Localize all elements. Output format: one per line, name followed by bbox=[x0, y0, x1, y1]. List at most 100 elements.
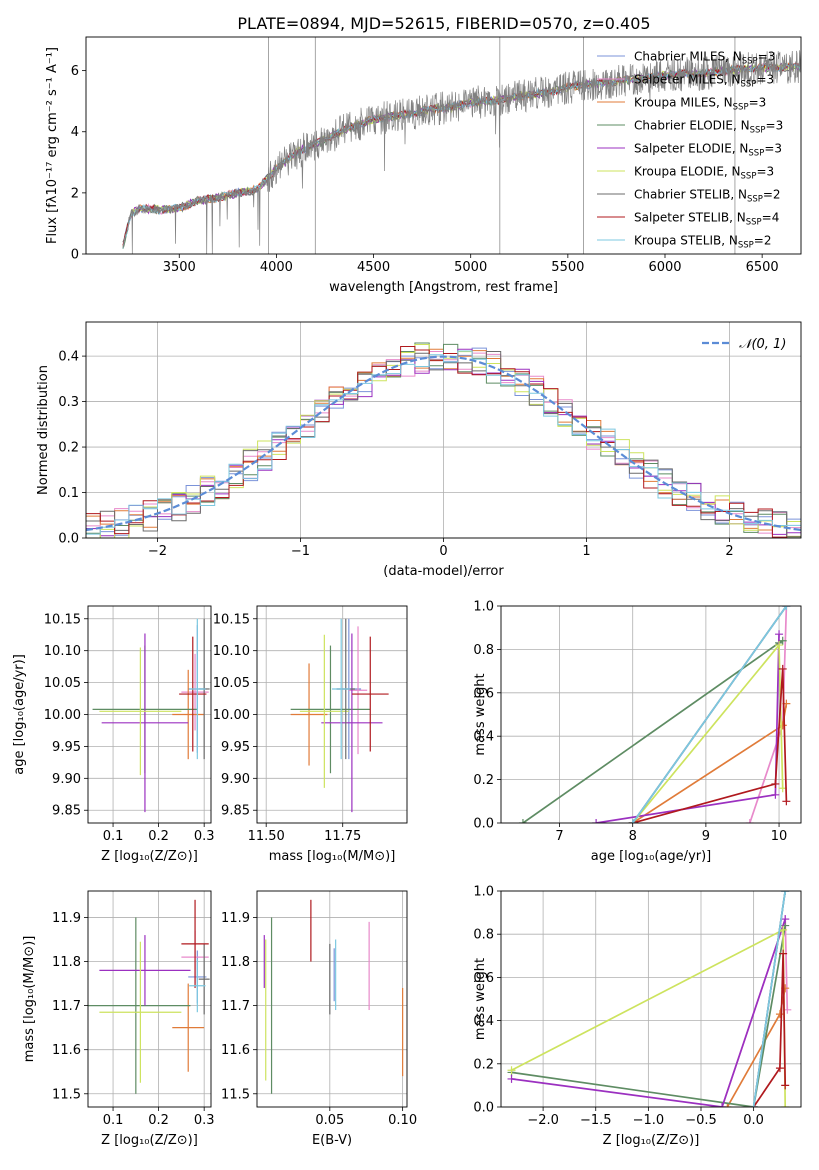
spectrum-data-line bbox=[122, 50, 801, 254]
x-tick-label: 3500 bbox=[163, 260, 196, 275]
y-tick-label: 11.8 bbox=[221, 955, 250, 970]
x-tick-label: −1 bbox=[291, 544, 310, 559]
x-tick-label: 0.2 bbox=[148, 1113, 169, 1128]
legend-tail: =2 bbox=[754, 234, 772, 248]
y-tick-label: 0 bbox=[71, 248, 79, 263]
legend-subscript: SSP bbox=[733, 103, 749, 113]
weight-marker bbox=[718, 1103, 727, 1107]
y-axis-label: mass weight bbox=[473, 958, 488, 1040]
x-tick-label: 6000 bbox=[648, 260, 681, 275]
y-tick-label: 10.00 bbox=[44, 708, 81, 723]
y-tick-label: 0.4 bbox=[473, 1014, 494, 1029]
legend-label: Kroupa MILES, NSSP=3 bbox=[634, 96, 766, 113]
x-axis-label: Z [log₁₀(Z/Z⊙)] bbox=[603, 1133, 700, 1148]
y-tick-label: 10.15 bbox=[213, 612, 250, 627]
legend-label: Chabrier STELIB, NSSP=2 bbox=[634, 188, 781, 205]
y-tick-label: 11.9 bbox=[221, 911, 250, 926]
legend-tail: =2 bbox=[763, 188, 781, 202]
y-tick-label: 9.90 bbox=[221, 772, 250, 787]
x-tick-label: 0.3 bbox=[194, 829, 215, 844]
y-axis-label: age [log₁₀(age/yr)] bbox=[12, 654, 27, 775]
x-tick-label: 0.0 bbox=[743, 1113, 764, 1128]
legend-label: Salpeter MILES, NSSP=3 bbox=[634, 73, 774, 90]
age_vs_Z-points bbox=[92, 618, 210, 813]
x-tick-label: 9 bbox=[702, 829, 710, 844]
legend-label: Chabrier MILES, NSSP=3 bbox=[634, 50, 775, 67]
y-axis-label: Flux [fλ10⁻¹⁷ erg cm⁻² s⁻¹ A⁻¹] bbox=[45, 47, 60, 244]
weight-marker bbox=[507, 1066, 516, 1075]
x-axis-label: mass [log₁₀(M/M⊙)] bbox=[269, 849, 396, 864]
residual-histogram bbox=[86, 350, 801, 535]
x-tick-label: 2 bbox=[725, 544, 733, 559]
x-tick-label: 8 bbox=[629, 829, 637, 844]
legend-label: Kroupa STELIB, NSSP=2 bbox=[634, 234, 772, 251]
weight-marker bbox=[749, 1103, 758, 1107]
x-tick-label: 0.2 bbox=[148, 829, 169, 844]
mass_vs_Z-axes: 0.1 0.2 0.3 11.5 11.6 11.7 11.8 11.9 Z [log₁₀(Z/… bbox=[22, 891, 215, 1148]
x-tick-label: −0.5 bbox=[685, 1113, 717, 1128]
y-tick-label: 9.95 bbox=[52, 740, 81, 755]
y-tick-label: 11.7 bbox=[221, 999, 250, 1014]
x-tick-label: 5500 bbox=[551, 260, 584, 275]
weight-marker bbox=[628, 819, 637, 823]
figure-title: PLATE=0894, MJD=52615, FIBERID=0570, z=0… bbox=[237, 14, 650, 33]
y-tick-label: 10.05 bbox=[213, 676, 250, 691]
x-tick-label: 0.10 bbox=[388, 1113, 417, 1128]
y-tick-label: 11.6 bbox=[52, 1043, 81, 1058]
spectrum-lines bbox=[122, 37, 801, 254]
spectrum-frame bbox=[85, 36, 802, 255]
legend-tail: =3 bbox=[758, 50, 776, 64]
y-tick-label: 11.7 bbox=[52, 999, 81, 1014]
x-tick-label: 0.1 bbox=[103, 1113, 124, 1128]
x-axis-label: wavelength [Angstrom, rest frame] bbox=[329, 280, 558, 295]
x-tick-label: 0.05 bbox=[315, 1113, 344, 1128]
weight-marker bbox=[781, 891, 790, 895]
weight-line bbox=[632, 642, 784, 823]
spectrum-axes: 3500 4000 4500 5000 5500 6000 6500 0 2 4 6 waveleng… bbox=[45, 47, 779, 295]
age_vs_mass-axes: 11.50 11.75 9.85 9.90 9.95 10.00 10.05 10.10 10.… bbox=[213, 606, 407, 864]
y-tick-label: 6 bbox=[71, 64, 79, 79]
weight-marker bbox=[775, 1010, 784, 1019]
legend-tail: =3 bbox=[756, 73, 774, 87]
gaussian-legend-label: 𝒩(0, 1) bbox=[739, 337, 786, 352]
weight_vs_age-lines bbox=[518, 606, 791, 823]
weight-marker bbox=[781, 1103, 790, 1107]
legend-subscript: SSP bbox=[747, 195, 763, 205]
weight-marker bbox=[781, 915, 790, 924]
legend-label: Kroupa ELODIE, NSSP=3 bbox=[634, 165, 774, 182]
y-tick-label: 10.10 bbox=[44, 644, 81, 659]
mass_vs_ebv-axes: 0.05 0.10 11.5 11.6 11.7 11.8 11.9 E(B-V) bbox=[221, 891, 417, 1148]
y-tick-label: 9.85 bbox=[52, 804, 81, 819]
y-tick-label: 4 bbox=[71, 125, 79, 140]
legend-tail: =3 bbox=[766, 119, 784, 133]
x-tick-label: 4500 bbox=[357, 260, 390, 275]
y-tick-label: 0.4 bbox=[473, 730, 494, 745]
x-axis-label: (data-model)/error bbox=[383, 564, 504, 579]
x-axis-label: Z [log₁₀(Z/Z⊙)] bbox=[101, 849, 198, 864]
residual-histograms bbox=[86, 342, 801, 538]
y-tick-label: 0.0 bbox=[473, 817, 494, 832]
weight-line bbox=[752, 953, 787, 1107]
weight-line bbox=[632, 606, 788, 823]
residuals-frame bbox=[85, 321, 802, 539]
y-tick-label: 0.8 bbox=[473, 643, 494, 658]
y-tick-label: 0.3 bbox=[58, 395, 79, 410]
legend-label: Salpeter STELIB, NSSP=4 bbox=[634, 211, 779, 228]
legend-subscript: SSP bbox=[741, 80, 757, 90]
weight-marker bbox=[778, 664, 787, 673]
y-tick-label: 0.0 bbox=[58, 532, 79, 547]
gaussian-curve bbox=[86, 355, 801, 532]
y-tick-label: 0.4 bbox=[58, 350, 79, 365]
weight-line bbox=[511, 918, 787, 1107]
x-tick-label: 1 bbox=[582, 544, 590, 559]
y-tick-label: 11.6 bbox=[221, 1043, 250, 1058]
legend-subscript: SSP bbox=[750, 126, 766, 136]
x-axis-label: Z [log₁₀(Z/Z⊙)] bbox=[101, 1133, 198, 1148]
spectrum-legend: Chabrier MILES, NSSP=3 Salpeter MILES, NS… bbox=[597, 50, 783, 251]
y-axis-label: mass weight bbox=[473, 673, 488, 755]
y-tick-label: 10.15 bbox=[44, 612, 81, 627]
weight-marker bbox=[778, 721, 787, 730]
x-tick-label: −2.0 bbox=[527, 1113, 559, 1128]
legend-tail: =3 bbox=[756, 165, 774, 179]
